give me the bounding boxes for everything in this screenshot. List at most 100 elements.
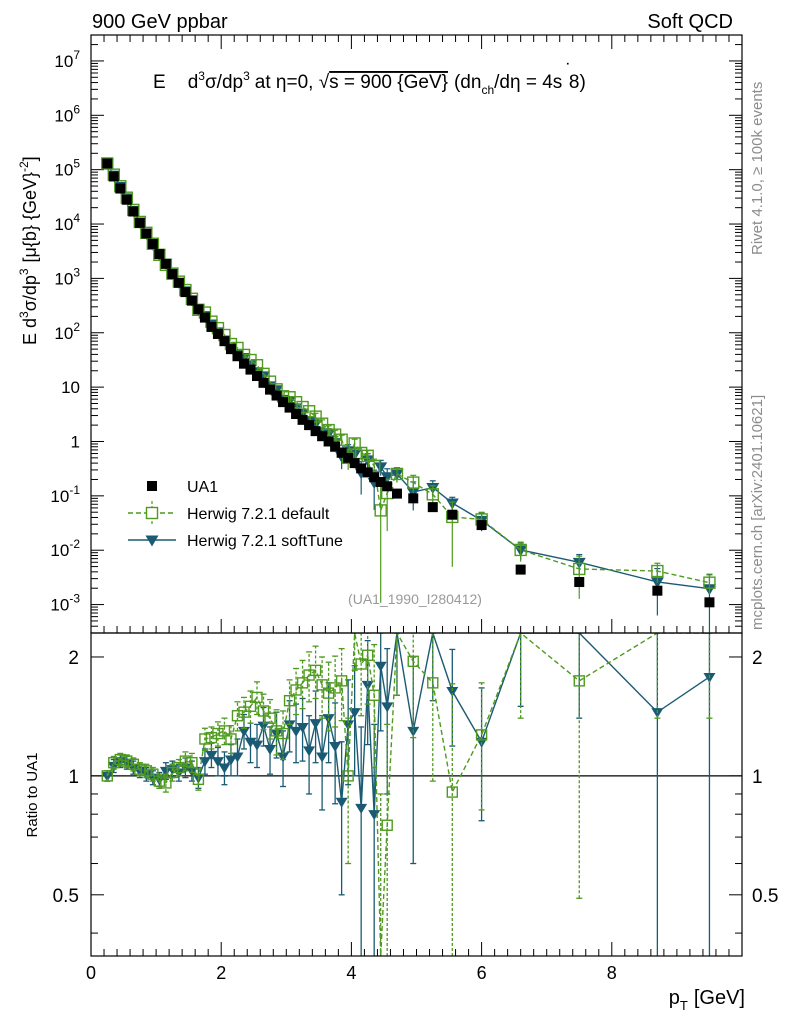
ratio-point: [335, 675, 348, 687]
main-point: [341, 451, 355, 465]
ua1-point: [115, 183, 126, 194]
y-tick-label: 10: [61, 378, 80, 397]
main-point: [309, 410, 322, 423]
title-h: (dn: [454, 72, 481, 93]
ua1-point: [375, 476, 386, 487]
ua1-point: [245, 364, 256, 375]
y-tick-label-base: 10: [54, 52, 73, 71]
ua1-point: [199, 312, 210, 323]
ratio-point: [101, 771, 114, 782]
ratio-point: [173, 761, 185, 774]
ratio-point: [374, 661, 387, 672]
main-point: [296, 400, 309, 414]
title-b: d: [188, 72, 199, 93]
ylabel-e: [μ{b} {GeV}: [20, 172, 40, 262]
main-point: [146, 237, 160, 250]
ua1-point: [252, 371, 263, 382]
ylabel-b: 3: [17, 311, 31, 318]
y-tick-label-exp: 4: [73, 211, 80, 225]
ua1-point: [278, 397, 289, 408]
ratio-point: [316, 679, 328, 691]
ratio-point: [244, 700, 257, 713]
data-points: [100, 157, 716, 956]
ua1-point: [343, 452, 354, 463]
ratio-point: [361, 649, 374, 661]
ua1-point: [284, 402, 295, 413]
ratio-point: [427, 677, 439, 689]
ua1-point: [515, 564, 526, 575]
main-point: [166, 267, 179, 280]
ratio-point: [290, 726, 303, 737]
ratio-point: [231, 752, 244, 763]
y-tick-label-base: 10: [50, 541, 69, 560]
ratio-point: [237, 726, 250, 737]
title-dot: ˙: [566, 61, 572, 82]
title-j: /dη = 4s: [494, 72, 567, 93]
y-tick-label: 107: [54, 48, 80, 71]
ratio-point: [283, 720, 296, 731]
ua1-point: [258, 377, 269, 388]
ratio-point: [199, 733, 211, 745]
ua1-point: [121, 194, 132, 205]
ratio-point: [446, 786, 459, 798]
y-tick-label-base: 10: [54, 269, 73, 288]
ratio-point: [303, 746, 316, 757]
ratio-point: [342, 770, 354, 782]
main-point: [374, 504, 387, 517]
ratio-point: [218, 763, 231, 774]
ratio-point: [264, 744, 277, 755]
xlabel-c: [GeV]: [694, 987, 745, 1009]
ua1-point: [134, 217, 145, 228]
ua1-point: [141, 228, 152, 239]
ratio-tick-label-right: 2: [752, 648, 763, 669]
main-panel-data: [100, 157, 716, 633]
ratio-point: [309, 719, 322, 730]
series-line-ratio-1: [106, 633, 710, 956]
y-tick-label-exp: -2: [69, 537, 80, 551]
mcplots-label: mcplots.cern.ch [arXiv:2401.10621]: [749, 395, 766, 630]
ratio-point: [355, 803, 368, 814]
ratio-tick-label: 2: [68, 648, 79, 669]
ua1-point: [323, 436, 334, 447]
ylabel-f: -2: [17, 161, 31, 172]
ua1-point: [336, 447, 347, 458]
ua1-point: [238, 358, 249, 369]
ratio-point: [134, 763, 146, 775]
ratio-point: [218, 725, 231, 737]
ratio-point: [381, 702, 394, 713]
x-tick-label: 6: [477, 963, 487, 983]
ratio-point: [407, 655, 419, 668]
ratio-point: [309, 664, 322, 677]
main-point: [374, 462, 388, 474]
ratio-point: [231, 710, 244, 722]
main-point: [407, 476, 420, 489]
ratio-point: [251, 740, 264, 751]
ratio-point: [160, 777, 172, 789]
ua1-point: [297, 414, 308, 425]
legend: UA1 Herwig 7.2.1 default Herwig 7.2.1 soft…: [128, 479, 343, 550]
ratio-point: [224, 755, 237, 766]
ua1-point: [167, 269, 178, 280]
main-point: [101, 157, 114, 170]
ua1-point: [271, 390, 282, 401]
main-point: [703, 576, 716, 589]
ratio-y-axis-label: Ratio to UA1: [24, 752, 41, 837]
title-c: 3: [198, 69, 205, 83]
ratio-point: [264, 712, 276, 724]
ratio-point: [257, 705, 270, 717]
ua1-point: [356, 463, 367, 474]
y-tick-label-base: 10: [54, 215, 73, 234]
title-k: 8): [569, 72, 586, 93]
xlabel-a: p: [669, 987, 680, 1009]
ua1-point: [102, 158, 113, 169]
ratio-point: [121, 755, 133, 767]
y-tick-label-base: 10: [54, 106, 73, 125]
legend-label: UA1: [187, 479, 218, 496]
y-tick-label: 10-3: [50, 592, 80, 615]
ua1-point: [369, 472, 380, 483]
ratio-point: [108, 756, 120, 769]
ua1-point: [193, 304, 204, 315]
title-f: at η=0, √: [255, 72, 330, 93]
ratio-point: [270, 725, 283, 737]
